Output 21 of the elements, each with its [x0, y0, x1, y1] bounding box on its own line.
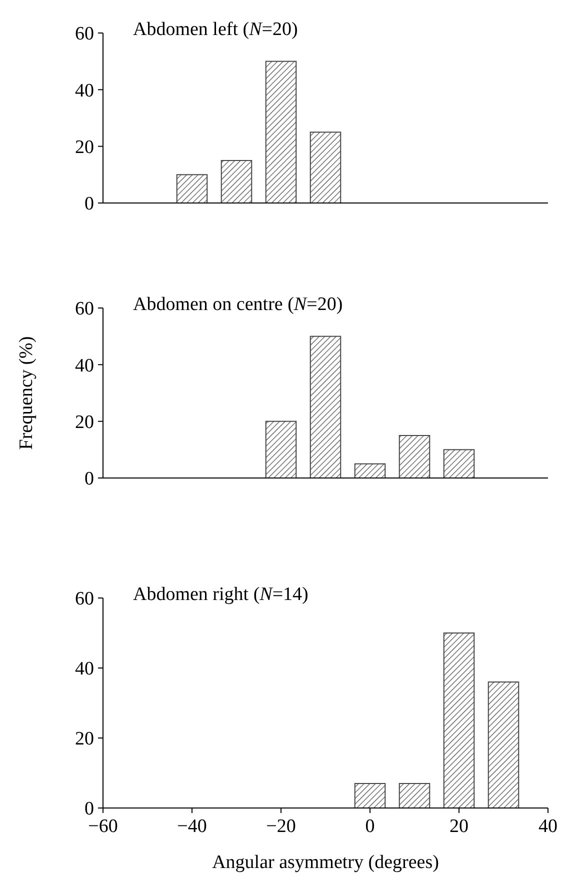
- chart-title: Abdomen on centre (N=20): [133, 294, 343, 315]
- x-tick-label: 0: [365, 816, 375, 837]
- x-tick-label: 40: [538, 816, 558, 837]
- y-tick-label: 60: [75, 588, 94, 610]
- y-tick-label: 20: [75, 136, 94, 158]
- y-tick-label: 40: [75, 658, 94, 680]
- y-tick-label: 60: [75, 24, 94, 45]
- y-tick-label: 0: [84, 194, 94, 215]
- y-tick-label: 40: [75, 355, 94, 376]
- x-tick-label: −20: [266, 816, 296, 837]
- y-tick-label: 0: [84, 468, 94, 490]
- y-axis-title: Frequency (%): [16, 336, 37, 450]
- chart-title: Abdomen left (N=20): [133, 19, 298, 40]
- y-tick-label: 20: [75, 412, 94, 433]
- x-tick-label: 20: [450, 816, 468, 837]
- x-tick-label: −40: [177, 816, 207, 837]
- y-tick-label: 40: [75, 80, 94, 102]
- x-axis-title: Angular asymmetry (degrees): [212, 852, 439, 873]
- chart-title: Abdomen right (N=14): [133, 584, 308, 605]
- y-tick-label: 60: [75, 298, 94, 320]
- y-tick-label: 20: [75, 728, 94, 750]
